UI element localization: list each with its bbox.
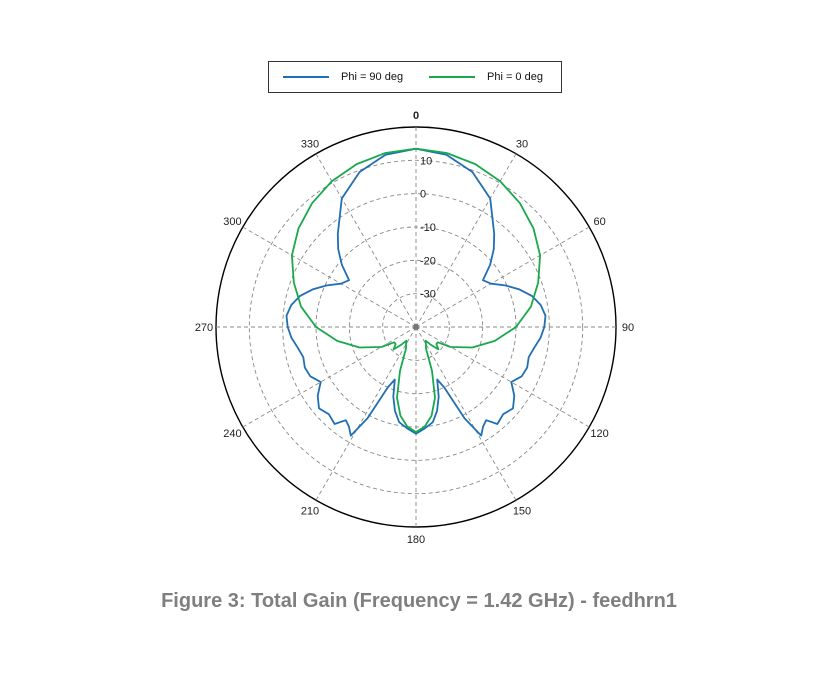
radial-ring [248, 159, 584, 495]
series-line-phi-0 [291, 147, 541, 433]
legend-swatch-phi-0 [429, 76, 475, 78]
legend-label-phi-90: Phi = 90 deg [341, 71, 404, 83]
figure-caption: Figure 3: Total Gain (Frequency = 1.42 G… [161, 590, 677, 612]
angle-tick-label: 90 [622, 322, 634, 334]
angle-tick-label: 0 [413, 110, 419, 122]
spoke-line [415, 326, 517, 501]
spoke-line [415, 153, 517, 328]
angle-tick-label: 210 [301, 506, 319, 518]
angle-tick-label: 240 [223, 428, 241, 440]
legend-label-phi-0: Phi = 0 deg [487, 71, 543, 83]
spoke-line [315, 326, 417, 501]
spoke-line [242, 326, 417, 428]
spoke-line [415, 326, 590, 428]
legend-swatch-phi-90 [283, 76, 329, 78]
angle-tick-label: 330 [301, 138, 319, 150]
legend-entry-phi-90: Phi = 90 deg [283, 62, 403, 92]
spoke-line [315, 153, 417, 328]
spoke-line [415, 226, 590, 328]
legend: Phi = 90 deg Phi = 0 deg [268, 61, 562, 93]
angle-tick-label: 180 [407, 534, 425, 546]
angle-tick-label: 270 [195, 322, 213, 334]
radial-tick-label: 10 [420, 155, 432, 167]
radial-ring [382, 293, 450, 361]
angle-tick-label: 300 [223, 216, 241, 228]
angle-tick-label: 60 [593, 216, 605, 228]
angle-tick-label: 30 [516, 138, 528, 150]
angle-tick-label: 150 [513, 506, 531, 518]
series-line-phi-90 [285, 147, 547, 437]
angle-tick-label: 120 [590, 428, 608, 440]
series-layer [285, 147, 547, 437]
tick-labels: 0 30 60 90 120 150 180 210 240 270 300 330 10 0 -10 -20… [195, 110, 634, 546]
radial-tick-label: -10 [420, 222, 436, 234]
polar-grid [215, 126, 617, 528]
radial-tick-label: -30 [420, 289, 436, 301]
radial-tick-label: -20 [420, 255, 436, 267]
radial-tick-label: 0 [420, 189, 426, 201]
center-marker [413, 324, 419, 330]
spoke-line [242, 226, 417, 328]
legend-entry-phi-0: Phi = 0 deg [429, 62, 543, 92]
